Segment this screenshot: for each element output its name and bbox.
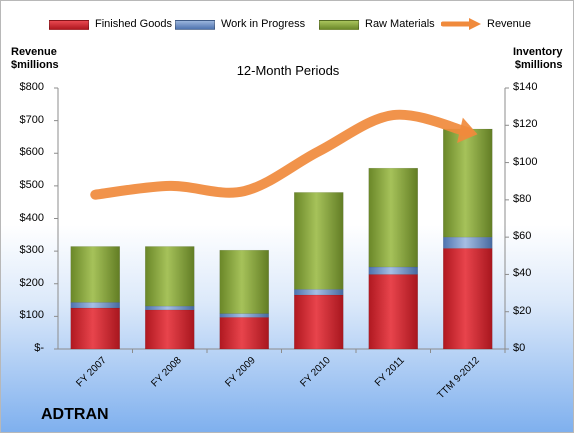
legend-label-work-in-progress: Work in Progress (221, 18, 306, 30)
bar-raw-materials (443, 128, 493, 238)
bar-finished-goods (219, 317, 269, 350)
bar-raw-materials (70, 246, 120, 303)
left-axis-tick-label: $100 (19, 309, 44, 322)
bar-work-in-progress (145, 305, 195, 311)
right-axis-title: Inventory $millions (513, 46, 563, 72)
right-axis-tick-label: $20 (513, 304, 532, 317)
bar-finished-goods (294, 294, 344, 350)
left-axis-title-line2: $millions (11, 59, 59, 71)
bar-raw-materials (219, 249, 269, 314)
left-axis-tick-label: $200 (19, 276, 44, 289)
left-axis-tick-label: $600 (19, 146, 44, 159)
bar-finished-goods (70, 307, 120, 350)
bar-work-in-progress (70, 302, 120, 309)
bar-finished-goods (443, 248, 493, 350)
right-axis-tick-label: $60 (513, 230, 532, 243)
left-axis-title: Revenue $millions (11, 46, 59, 72)
right-axis-tick-label: $0 (513, 342, 526, 354)
right-axis-title-line2: $millions (514, 59, 563, 71)
legend: Finished Goods Work in Progress Raw Mate… (1, 16, 573, 34)
left-axis-tick-label: $800 (19, 81, 44, 93)
bar-finished-goods (145, 309, 195, 350)
bar-raw-materials (368, 167, 418, 268)
revenue-arrowhead (457, 117, 478, 143)
right-axis-tick-label: $140 (513, 81, 538, 93)
bar-raw-materials (145, 246, 195, 307)
company-name: ADTRAN (41, 406, 109, 423)
bar-work-in-progress (368, 266, 418, 275)
left-axis-tick-label: $- (34, 342, 44, 354)
right-axis-tick-label: $100 (513, 155, 538, 168)
right-axis-tick-label: $120 (513, 118, 538, 131)
bar-finished-goods (368, 274, 418, 350)
legend-label-finished-goods: Finished Goods (95, 18, 173, 30)
legend-label-revenue: Revenue (487, 18, 532, 30)
bar-raw-materials (294, 192, 344, 290)
bar-work-in-progress (294, 289, 344, 296)
chart-title: 12-Month Periods (236, 63, 340, 78)
revenue-line (90, 109, 473, 200)
right-axis-tick-label: $80 (513, 192, 532, 205)
right-axis-title-line1: Inventory (513, 46, 563, 58)
right-axis-tick-label: $40 (513, 267, 532, 280)
bar-work-in-progress (219, 313, 269, 318)
legend-label-raw-materials: Raw Materials (365, 18, 435, 30)
left-axis-tick-label: $500 (19, 178, 44, 191)
legend-swatch-work-in-progress (175, 20, 215, 30)
bar-work-in-progress (443, 236, 493, 249)
left-axis-tick-label: $700 (19, 113, 44, 126)
legend-arrow-icon (441, 18, 481, 30)
left-axis-tick-label: $400 (19, 211, 44, 224)
left-axis-title-line1: Revenue (11, 46, 57, 58)
left-axis-tick-label: $300 (19, 244, 44, 257)
legend-swatch-finished-goods (49, 20, 89, 30)
legend-swatch-raw-materials (319, 20, 359, 30)
